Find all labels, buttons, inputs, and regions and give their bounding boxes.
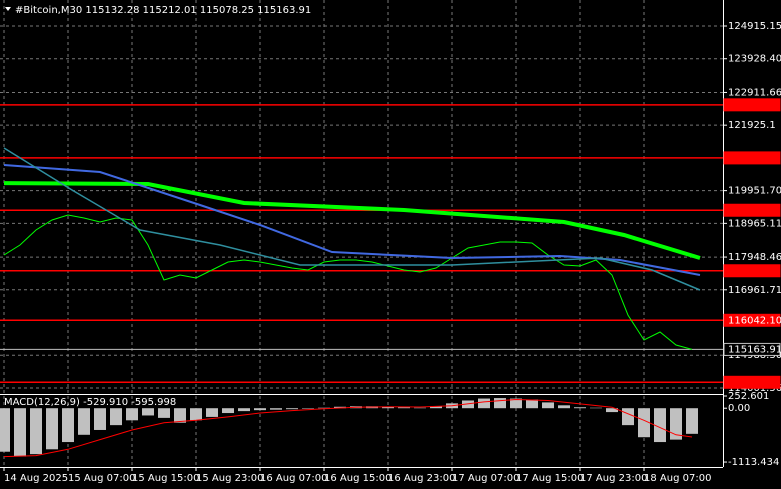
histogram-bar [430,406,442,409]
histogram-bar [590,407,602,409]
x-tick-label: 15 Aug 15:00 [132,473,199,484]
histogram-bar [222,408,234,414]
histogram-bar [494,398,506,409]
y-tick-label: 124915.15 [728,21,781,32]
histogram-bar [542,402,554,409]
x-tick-label: 14 Aug 2025 [4,473,68,484]
y-tick-label: 117948.46 [728,252,781,263]
macd-title: MACD(12,26,9) -529.910 -595.998 [4,397,176,408]
price-level-box [723,203,781,217]
histogram-bar [254,408,266,411]
histogram-bar [606,408,618,413]
x-tick-label: 17 Aug 15:00 [516,473,583,484]
histogram-bar [30,408,42,455]
histogram-bar [318,407,330,409]
y-tick-label: 122911.66 [728,87,781,98]
x-tick-label: 17 Aug 07:00 [452,473,519,484]
histogram-bar [574,407,586,409]
histogram-bar [398,407,410,409]
histogram-bar [302,408,314,409]
y-tick-label: 123928.40 [728,54,781,65]
x-tick-label: 16 Aug 15:00 [324,473,391,484]
histogram-bar [142,408,154,416]
histogram-bar [510,398,522,409]
histogram-bar [414,407,426,409]
histogram-bar [190,408,202,421]
price-level-label: 116042.10 [728,315,781,326]
histogram-bar [126,408,138,421]
histogram-bar [654,408,666,443]
y-tick-label: 121925.1 [728,120,776,131]
histogram-bar [270,408,282,410]
y-tick-label: 119951.70 [728,186,781,197]
series-line [3,398,693,458]
histogram-bar [238,408,250,412]
x-tick-label: 16 Aug 23:00 [388,473,455,484]
histogram-bar [286,408,298,410]
price-level-box [723,151,781,165]
histogram-bar [174,408,186,423]
y-tick-label: 118965.11 [728,218,781,229]
histogram-bar [526,399,538,409]
histogram-bar [478,398,490,409]
histogram-bar [78,408,90,435]
last-price-box [723,342,781,356]
histogram-bar [638,408,650,438]
x-tick-label: 17 Aug 23:00 [580,473,647,484]
chart-title: #Bitcoin,M30 115132.28 115212.01 115078.… [15,5,311,16]
price-level-box [723,375,781,389]
x-tick-label: 15 Aug 07:00 [68,473,135,484]
histogram-bar [0,408,10,452]
histogram-bar [686,408,698,434]
menu-arrow[interactable] [5,7,11,11]
x-tick-label: 18 Aug 07:00 [644,473,711,484]
histogram-bar [382,406,394,409]
x-tick-label: 16 Aug 07:00 [260,473,327,484]
series-line [3,214,693,350]
histogram-bar [670,408,682,440]
price-level-box [723,313,781,327]
histogram-bar [110,408,122,426]
price-level-box [723,98,781,112]
price-level-box [723,264,781,278]
histogram-bar [94,408,106,430]
histogram-bar [622,408,634,426]
y-tick-label: -1113.434 [728,457,779,468]
histogram-bar [46,408,58,450]
series-line [3,147,701,291]
series-line [3,181,701,260]
histogram-bar [158,408,170,418]
histogram-bar [558,405,570,409]
y-tick-label: 0.00 [728,403,750,414]
y-tick-label: 252.601 [728,391,769,402]
last-price-label: 115163.91 [728,344,781,355]
histogram-bar [206,408,218,417]
x-tick-label: 15 Aug 23:00 [196,473,263,484]
y-tick-label: 116961.71 [728,285,781,296]
histogram-bar [62,408,74,443]
histogram-bar [14,408,26,457]
